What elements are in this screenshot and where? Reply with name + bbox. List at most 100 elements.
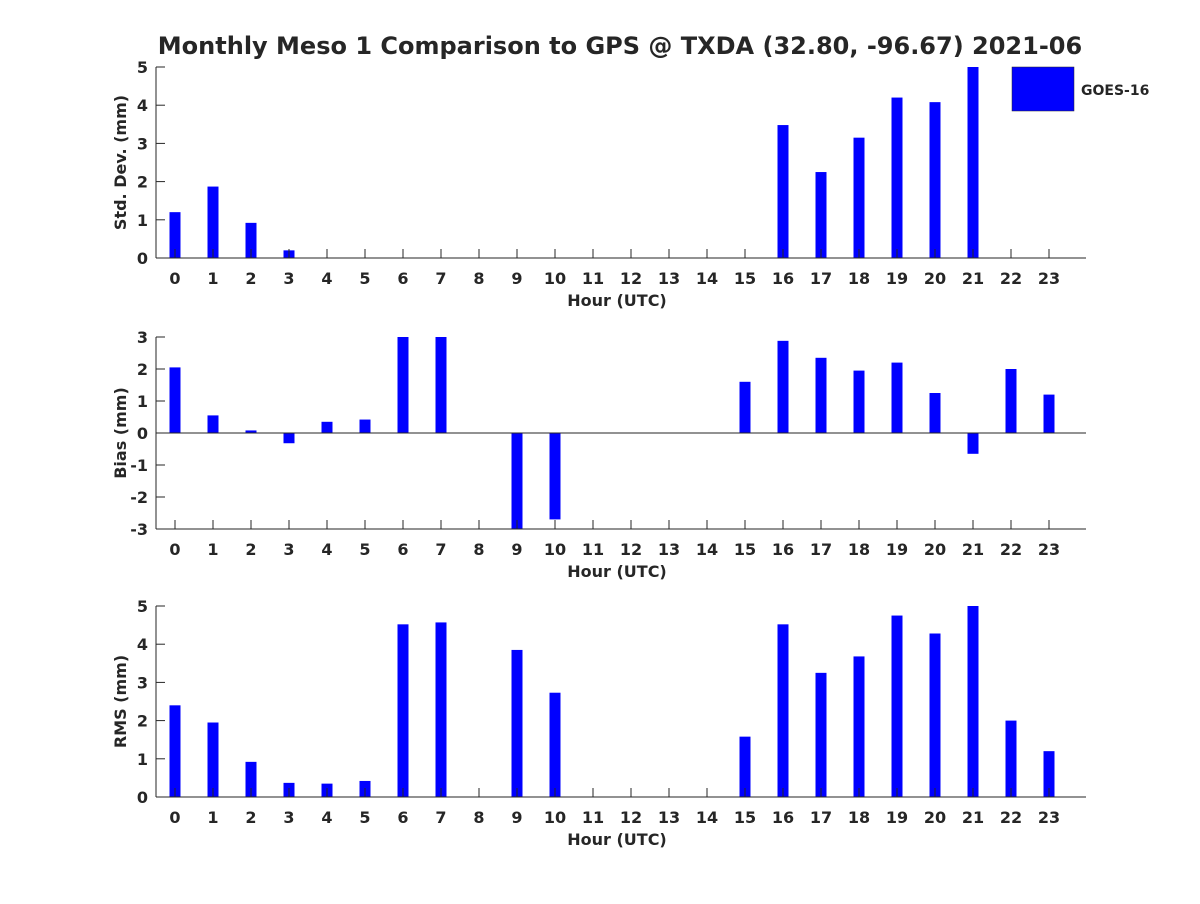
y-tick-label-panel1: 2 xyxy=(137,173,148,192)
x-tick-label-panel2: 0 xyxy=(169,540,180,559)
x-tick-label-panel3: 2 xyxy=(245,808,256,827)
x-tick-label-panel1: 18 xyxy=(848,269,870,288)
bar-panel2-hour-3 xyxy=(283,433,295,444)
bar-panel1-hour-21 xyxy=(967,67,979,258)
x-tick-label-panel2: 23 xyxy=(1038,540,1060,559)
y-tick-label-panel3: 4 xyxy=(137,635,148,654)
x-tick-label-panel3: 19 xyxy=(886,808,908,827)
x-tick-label-panel1: 12 xyxy=(620,269,642,288)
y-tick-label-panel2: -2 xyxy=(130,488,148,507)
bar-panel1-hour-19 xyxy=(891,97,903,258)
bar-panel3-hour-15 xyxy=(739,736,751,797)
x-tick-label-panel3: 1 xyxy=(207,808,218,827)
bar-panel3-hour-22 xyxy=(1005,720,1017,797)
x-tick-label-panel2: 3 xyxy=(283,540,294,559)
x-tick-label-panel3: 10 xyxy=(544,808,566,827)
x-tick-label-panel3: 14 xyxy=(696,808,718,827)
bar-panel3-hour-20 xyxy=(929,633,941,797)
x-tick-label-panel2: 5 xyxy=(359,540,370,559)
y-tick-label-panel2: -1 xyxy=(130,456,148,475)
x-tick-label-panel3: 15 xyxy=(734,808,756,827)
bar-panel3-hour-2 xyxy=(245,761,257,797)
y-tick-label-panel3: 5 xyxy=(137,597,148,616)
x-tick-label-panel1: 15 xyxy=(734,269,756,288)
x-tick-label-panel3: 3 xyxy=(283,808,294,827)
x-tick-label-panel1: 3 xyxy=(283,269,294,288)
bar-panel3-hour-0 xyxy=(169,705,181,797)
x-tick-label-panel3: 8 xyxy=(473,808,484,827)
x-tick-label-panel1: 8 xyxy=(473,269,484,288)
x-tick-label-panel3: 0 xyxy=(169,808,180,827)
bar-panel2-hour-2 xyxy=(245,430,257,433)
x-tick-label-panel2: 14 xyxy=(696,540,718,559)
x-tick-label-panel3: 6 xyxy=(397,808,408,827)
x-tick-label-panel3: 16 xyxy=(772,808,794,827)
y-tick-label-panel1: 3 xyxy=(137,134,148,153)
bar-panel3-hour-17 xyxy=(815,672,827,797)
bar-panel2-hour-7 xyxy=(435,337,447,433)
x-tick-label-panel1: 0 xyxy=(169,269,180,288)
x-tick-label-panel1: 14 xyxy=(696,269,718,288)
x-tick-label-panel3: 22 xyxy=(1000,808,1022,827)
bar-panel2-hour-5 xyxy=(359,419,371,433)
x-tick-label-panel1: 20 xyxy=(924,269,946,288)
bar-panel2-hour-18 xyxy=(853,370,865,433)
x-tick-label-panel2: 4 xyxy=(321,540,332,559)
chart-title: Monthly Meso 1 Comparison to GPS @ TXDA … xyxy=(158,32,1082,60)
bar-panel3-hour-1 xyxy=(207,722,219,797)
bar-panel3-hour-18 xyxy=(853,656,865,797)
x-tick-label-panel3: 17 xyxy=(810,808,832,827)
bar-panel2-hour-20 xyxy=(929,393,941,433)
bar-panel3-hour-9 xyxy=(511,649,523,797)
y-axis-label-panel3: RMS (mm) xyxy=(111,655,130,748)
x-tick-label-panel2: 10 xyxy=(544,540,566,559)
x-tick-label-panel2: 16 xyxy=(772,540,794,559)
bar-panel2-hour-21 xyxy=(967,433,979,454)
x-tick-label-panel2: 12 xyxy=(620,540,642,559)
x-tick-label-panel2: 20 xyxy=(924,540,946,559)
y-tick-label-panel3: 1 xyxy=(137,750,148,769)
x-tick-label-panel1: 4 xyxy=(321,269,332,288)
bar-panel2-hour-1 xyxy=(207,415,219,433)
y-tick-label-panel2: 3 xyxy=(137,328,148,347)
x-tick-label-panel2: 22 xyxy=(1000,540,1022,559)
y-tick-label-panel1: 0 xyxy=(137,249,148,268)
x-axis-label-panel3: Hour (UTC) xyxy=(567,830,667,849)
bar-panel1-hour-2 xyxy=(245,222,257,258)
bar-panel2-hour-6 xyxy=(397,337,409,433)
y-tick-label-panel2: 1 xyxy=(137,392,148,411)
x-tick-label-panel2: 13 xyxy=(658,540,680,559)
y-axis-label-panel1: Std. Dev. (mm) xyxy=(111,95,130,230)
x-tick-label-panel3: 12 xyxy=(620,808,642,827)
x-tick-label-panel1: 9 xyxy=(511,269,522,288)
bar-panel1-hour-1 xyxy=(207,186,219,258)
y-tick-label-panel1: 4 xyxy=(137,96,148,115)
bar-panel2-hour-23 xyxy=(1043,394,1055,433)
bar-panel1-hour-0 xyxy=(169,212,181,258)
x-tick-label-panel3: 20 xyxy=(924,808,946,827)
x-tick-label-panel2: 15 xyxy=(734,540,756,559)
bar-panel3-hour-16 xyxy=(777,624,789,797)
bar-panel1-hour-20 xyxy=(929,102,941,258)
bar-panel2-hour-17 xyxy=(815,357,827,433)
bar-panel2-hour-0 xyxy=(169,367,181,433)
x-tick-label-panel3: 4 xyxy=(321,808,332,827)
y-tick-label-panel2: 2 xyxy=(137,360,148,379)
x-tick-label-panel1: 13 xyxy=(658,269,680,288)
x-tick-label-panel2: 8 xyxy=(473,540,484,559)
bar-panel2-hour-10 xyxy=(549,433,561,520)
y-tick-label-panel3: 2 xyxy=(137,712,148,731)
x-tick-label-panel2: 18 xyxy=(848,540,870,559)
x-tick-label-panel2: 11 xyxy=(582,540,604,559)
x-tick-label-panel2: 21 xyxy=(962,540,984,559)
x-tick-label-panel1: 19 xyxy=(886,269,908,288)
x-tick-label-panel3: 7 xyxy=(435,808,446,827)
x-tick-label-panel1: 16 xyxy=(772,269,794,288)
x-tick-label-panel3: 18 xyxy=(848,808,870,827)
x-tick-label-panel1: 11 xyxy=(582,269,604,288)
legend-swatch xyxy=(1011,66,1075,112)
x-tick-label-panel2: 9 xyxy=(511,540,522,559)
x-tick-label-panel1: 21 xyxy=(962,269,984,288)
